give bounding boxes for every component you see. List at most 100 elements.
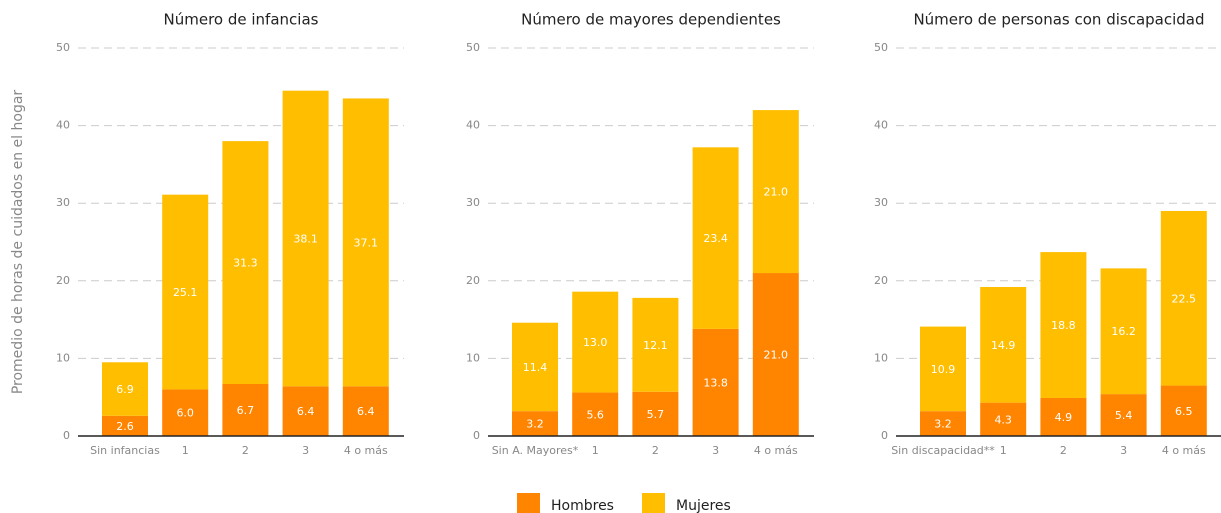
data-label: 3.2 <box>526 418 544 431</box>
data-label: 12.1 <box>643 339 668 352</box>
x-tick-label: 2 <box>242 444 249 457</box>
y-tick-label: 20 <box>56 274 70 287</box>
data-label: 21.0 <box>764 186 789 199</box>
bar-segment: Hombres <box>572 392 619 436</box>
bar-segment: Hombres <box>980 402 1027 436</box>
data-label: 6.0 <box>176 407 194 420</box>
data-label: 21.0 <box>764 349 789 362</box>
bar-segment: Mujeres <box>512 322 558 412</box>
data-label: 4.9 <box>1055 411 1073 424</box>
data-label: 5.7 <box>647 408 665 421</box>
x-tick-label: 2 <box>1060 444 1067 457</box>
x-tick-label: 4 o más <box>754 444 798 457</box>
y-tick-label: 40 <box>56 119 70 132</box>
legend-swatch <box>517 493 540 513</box>
bar-segment: Hombres <box>162 389 209 436</box>
data-label: 11.4 <box>523 361 548 374</box>
bar-segment: Hombres <box>282 386 329 436</box>
data-label: 22.5 <box>1172 292 1197 305</box>
bar-segment: Mujeres <box>572 291 619 393</box>
data-label: 6.9 <box>116 383 134 396</box>
bar-segment: Mujeres <box>692 147 739 329</box>
data-label: 4.3 <box>994 413 1012 426</box>
x-tick-label: Sin A. Mayores* <box>492 444 579 457</box>
data-label: 6.5 <box>1175 405 1193 418</box>
data-label: 5.4 <box>1115 409 1133 422</box>
y-tick-label: 0 <box>473 429 480 442</box>
y-axis-label: Promedio de horas de cuidados en el hoga… <box>10 90 26 395</box>
bar-segment: Hombres <box>632 391 679 436</box>
bar-segment: Hombres <box>692 328 739 436</box>
data-label: 14.9 <box>991 339 1016 352</box>
data-label: 6.4 <box>297 405 315 418</box>
x-tick-label: 2 <box>652 444 659 457</box>
bar-segment: Hombres <box>102 415 148 436</box>
bar-segment: Mujeres <box>342 98 389 387</box>
legend-swatch <box>642 493 665 513</box>
bar-segment: Mujeres <box>282 90 329 387</box>
x-tick-label: 3 <box>302 444 309 457</box>
data-label: 2.6 <box>116 420 134 433</box>
data-label: 3.2 <box>934 418 952 431</box>
y-tick-label: 10 <box>466 351 480 364</box>
bar-segment: Mujeres <box>632 297 679 392</box>
y-tick-label: 40 <box>874 119 888 132</box>
x-tick-label: 1 <box>592 444 599 457</box>
data-label: 5.6 <box>586 408 604 421</box>
y-tick-label: 10 <box>56 351 70 364</box>
bar-segment: Hombres <box>1160 385 1207 436</box>
y-tick-label: 20 <box>466 274 480 287</box>
x-tick-label: 3 <box>1120 444 1127 457</box>
data-label: 6.7 <box>237 404 255 417</box>
x-tick-label: 1 <box>1000 444 1007 457</box>
data-label: 13.0 <box>583 336 608 349</box>
data-label: 6.4 <box>357 405 375 418</box>
data-label: 10.9 <box>931 363 956 376</box>
y-tick-label: 10 <box>874 351 888 364</box>
bar-segment: Mujeres <box>1100 268 1147 395</box>
data-label: 23.4 <box>703 232 728 245</box>
data-label: 16.2 <box>1111 325 1136 338</box>
legend-label: Hombres <box>551 498 614 513</box>
bar-segment: Mujeres <box>162 194 209 390</box>
x-tick-label: 4 o más <box>344 444 388 457</box>
bar-segment: Hombres <box>512 411 558 436</box>
chart-title: Número de mayores dependientes <box>521 11 781 29</box>
x-tick-label: 3 <box>712 444 719 457</box>
chart-title: Número de infancias <box>164 11 319 29</box>
y-tick-label: 30 <box>466 196 480 209</box>
bar-segment: Mujeres <box>1040 252 1087 398</box>
x-tick-label: 4 o más <box>1162 444 1206 457</box>
data-label: 38.1 <box>293 233 318 246</box>
data-label: 18.8 <box>1051 319 1076 332</box>
bar-segment: Hombres <box>1100 394 1147 436</box>
bar-segment: Mujeres <box>1160 210 1207 386</box>
bar-segment: Mujeres <box>980 287 1027 403</box>
y-tick-label: 30 <box>56 196 70 209</box>
y-tick-label: 30 <box>874 196 888 209</box>
x-tick-label: 1 <box>182 444 189 457</box>
data-label: 37.1 <box>354 236 379 249</box>
bar-segment: Mujeres <box>920 326 966 412</box>
data-label: 31.3 <box>233 257 258 270</box>
y-tick-label: 0 <box>63 429 70 442</box>
bar-segment: Hombres <box>752 273 799 436</box>
y-tick-label: 50 <box>466 41 480 54</box>
bar-segment: Mujeres <box>222 141 269 385</box>
y-tick-label: 40 <box>466 119 480 132</box>
bar-segment: Hombres <box>222 384 269 436</box>
bar-segment: Hombres <box>920 411 966 436</box>
data-label: 25.1 <box>173 286 198 299</box>
y-tick-label: 50 <box>874 41 888 54</box>
data-label: 13.8 <box>703 376 728 389</box>
bar-segment: Mujeres <box>102 362 148 416</box>
bar-segment: Hombres <box>1040 397 1087 436</box>
legend-label: Mujeres <box>676 498 731 513</box>
bar-segment: Mujeres <box>752 110 799 274</box>
x-tick-label: Sin infancias <box>90 444 160 457</box>
y-tick-label: 50 <box>56 41 70 54</box>
y-tick-label: 20 <box>874 274 888 287</box>
bar-segment: Hombres <box>342 386 389 436</box>
y-tick-label: 0 <box>881 429 888 442</box>
